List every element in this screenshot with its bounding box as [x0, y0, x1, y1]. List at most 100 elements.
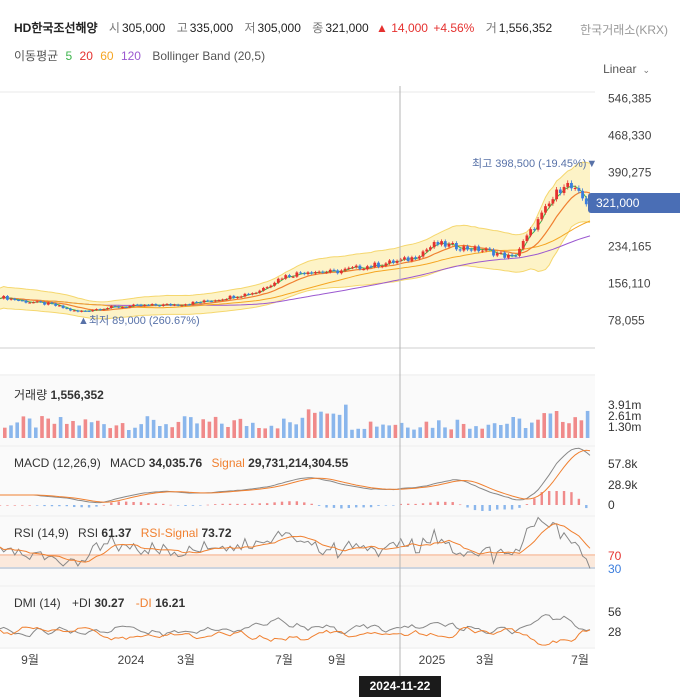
- macd-histogram-bar: [288, 501, 291, 505]
- candle-body: [46, 302, 50, 305]
- rsi-title: RSI (14,9): [14, 526, 69, 540]
- volume-bar: [300, 417, 305, 438]
- volume-bar: [34, 427, 38, 438]
- candle-body: [562, 186, 566, 193]
- candle-body: [347, 267, 351, 269]
- candle-body: [121, 306, 124, 308]
- candle-body: [65, 308, 69, 310]
- macd-histogram-bar: [102, 504, 106, 506]
- ma5-line: [0, 185, 591, 312]
- candle-body: [388, 260, 392, 264]
- volume-bar: [480, 428, 484, 438]
- rsi-zone: [0, 554, 595, 569]
- macd-histogram-bar: [280, 501, 284, 505]
- candle-body: [406, 257, 410, 262]
- candle-body: [198, 302, 202, 304]
- candle-body: [265, 287, 269, 289]
- volume-bar: [226, 426, 230, 438]
- volume-bar: [251, 422, 255, 438]
- macd-histogram-bar: [562, 491, 566, 505]
- macd-name: MACD: [110, 456, 146, 470]
- current-price-tag: 321,000: [588, 193, 680, 213]
- macd-histogram-bar: [451, 502, 454, 505]
- candle-body: [351, 267, 354, 269]
- macd-axis-label: 57.8k: [608, 457, 638, 471]
- dmi-title: DMI (14): [14, 596, 61, 610]
- candle-body: [109, 306, 113, 309]
- volume-bar: [139, 424, 143, 438]
- volume-bar: [567, 423, 571, 438]
- candle-body: [258, 290, 262, 293]
- macd-histogram-bar: [0, 505, 2, 506]
- candle-body: [555, 189, 559, 200]
- candle-body: [544, 206, 547, 213]
- candle-body: [191, 301, 195, 305]
- macd-histogram-bar: [214, 504, 217, 505]
- volume-bar: [52, 423, 57, 438]
- scale-mode-dropdown[interactable]: Linear ⌄: [603, 62, 650, 76]
- volume-bars: [3, 404, 590, 438]
- time-axis-label: 3월: [177, 653, 195, 667]
- volume-bar: [505, 423, 509, 438]
- volume-bar: [474, 426, 478, 438]
- candle-body: [195, 301, 199, 303]
- rsi-axis-label: 70: [608, 549, 622, 563]
- volume-bar: [517, 418, 522, 438]
- volume-bar: [523, 428, 528, 438]
- bollinger-upper: [0, 161, 591, 303]
- macd-title: MACD (12,26,9): [14, 456, 101, 470]
- candle-body: [210, 301, 213, 303]
- macd-histogram-bar: [436, 501, 440, 505]
- macd-histogram-bar: [28, 505, 31, 506]
- volume-axis-label: 2.61m: [608, 409, 642, 423]
- candle-body: [176, 304, 180, 306]
- candle-body: [2, 295, 6, 299]
- volume-axis-label: 3.91m: [608, 398, 642, 412]
- candle-body: [299, 272, 302, 274]
- candle-body: [399, 259, 403, 261]
- volume-bar: [579, 420, 584, 438]
- pdi-name: +DI: [72, 596, 92, 610]
- time-axis-label: 2025: [419, 653, 446, 667]
- macd-histogram-bar: [65, 505, 68, 507]
- candle-body: [343, 268, 347, 271]
- candle-body: [484, 248, 488, 251]
- macd-histogram-bar: [384, 505, 388, 506]
- candle-body: [39, 301, 43, 303]
- macd-histogram-bar: [570, 492, 573, 505]
- macd-histogram-bar: [444, 501, 447, 505]
- candle-body: [250, 293, 254, 295]
- candle-body: [339, 270, 343, 274]
- macd-histogram-bar: [147, 503, 150, 505]
- candle-body: [28, 302, 32, 304]
- volume-bar: [387, 425, 391, 438]
- macd-axis-label: 0: [608, 498, 615, 512]
- volume-bar: [331, 413, 336, 438]
- candle-body: [232, 295, 236, 299]
- macd-histogram-bar: [6, 505, 9, 506]
- macd-histogram-bar: [533, 498, 536, 505]
- macd-histogram-bar: [169, 504, 172, 506]
- macd-signal-line: [0, 449, 591, 503]
- volume-bar: [151, 419, 156, 438]
- volume-bar: [108, 428, 112, 438]
- volume-bar: [207, 421, 212, 438]
- candle-body: [106, 308, 110, 310]
- macd-histogram-bar: [50, 505, 54, 507]
- candle-body: [506, 254, 510, 258]
- rsi-panel-label: RSI (14,9) RSI 61.37 RSI-Signal 73.72: [14, 526, 232, 540]
- candle-body: [31, 302, 35, 304]
- candle-body: [310, 272, 314, 274]
- volume-bar: [468, 428, 472, 438]
- candle-body: [35, 301, 39, 303]
- volume-bar: [306, 409, 311, 438]
- bollinger-lower: [0, 221, 591, 320]
- volume-bar: [430, 427, 435, 438]
- volume-bar: [344, 404, 348, 438]
- macd-signal-value: 29,731,214,304.55: [248, 456, 349, 470]
- macd-histogram-bar: [73, 505, 76, 508]
- volume-bar: [77, 425, 81, 438]
- macd-histogram-bar: [228, 503, 232, 505]
- candle-body: [455, 242, 458, 250]
